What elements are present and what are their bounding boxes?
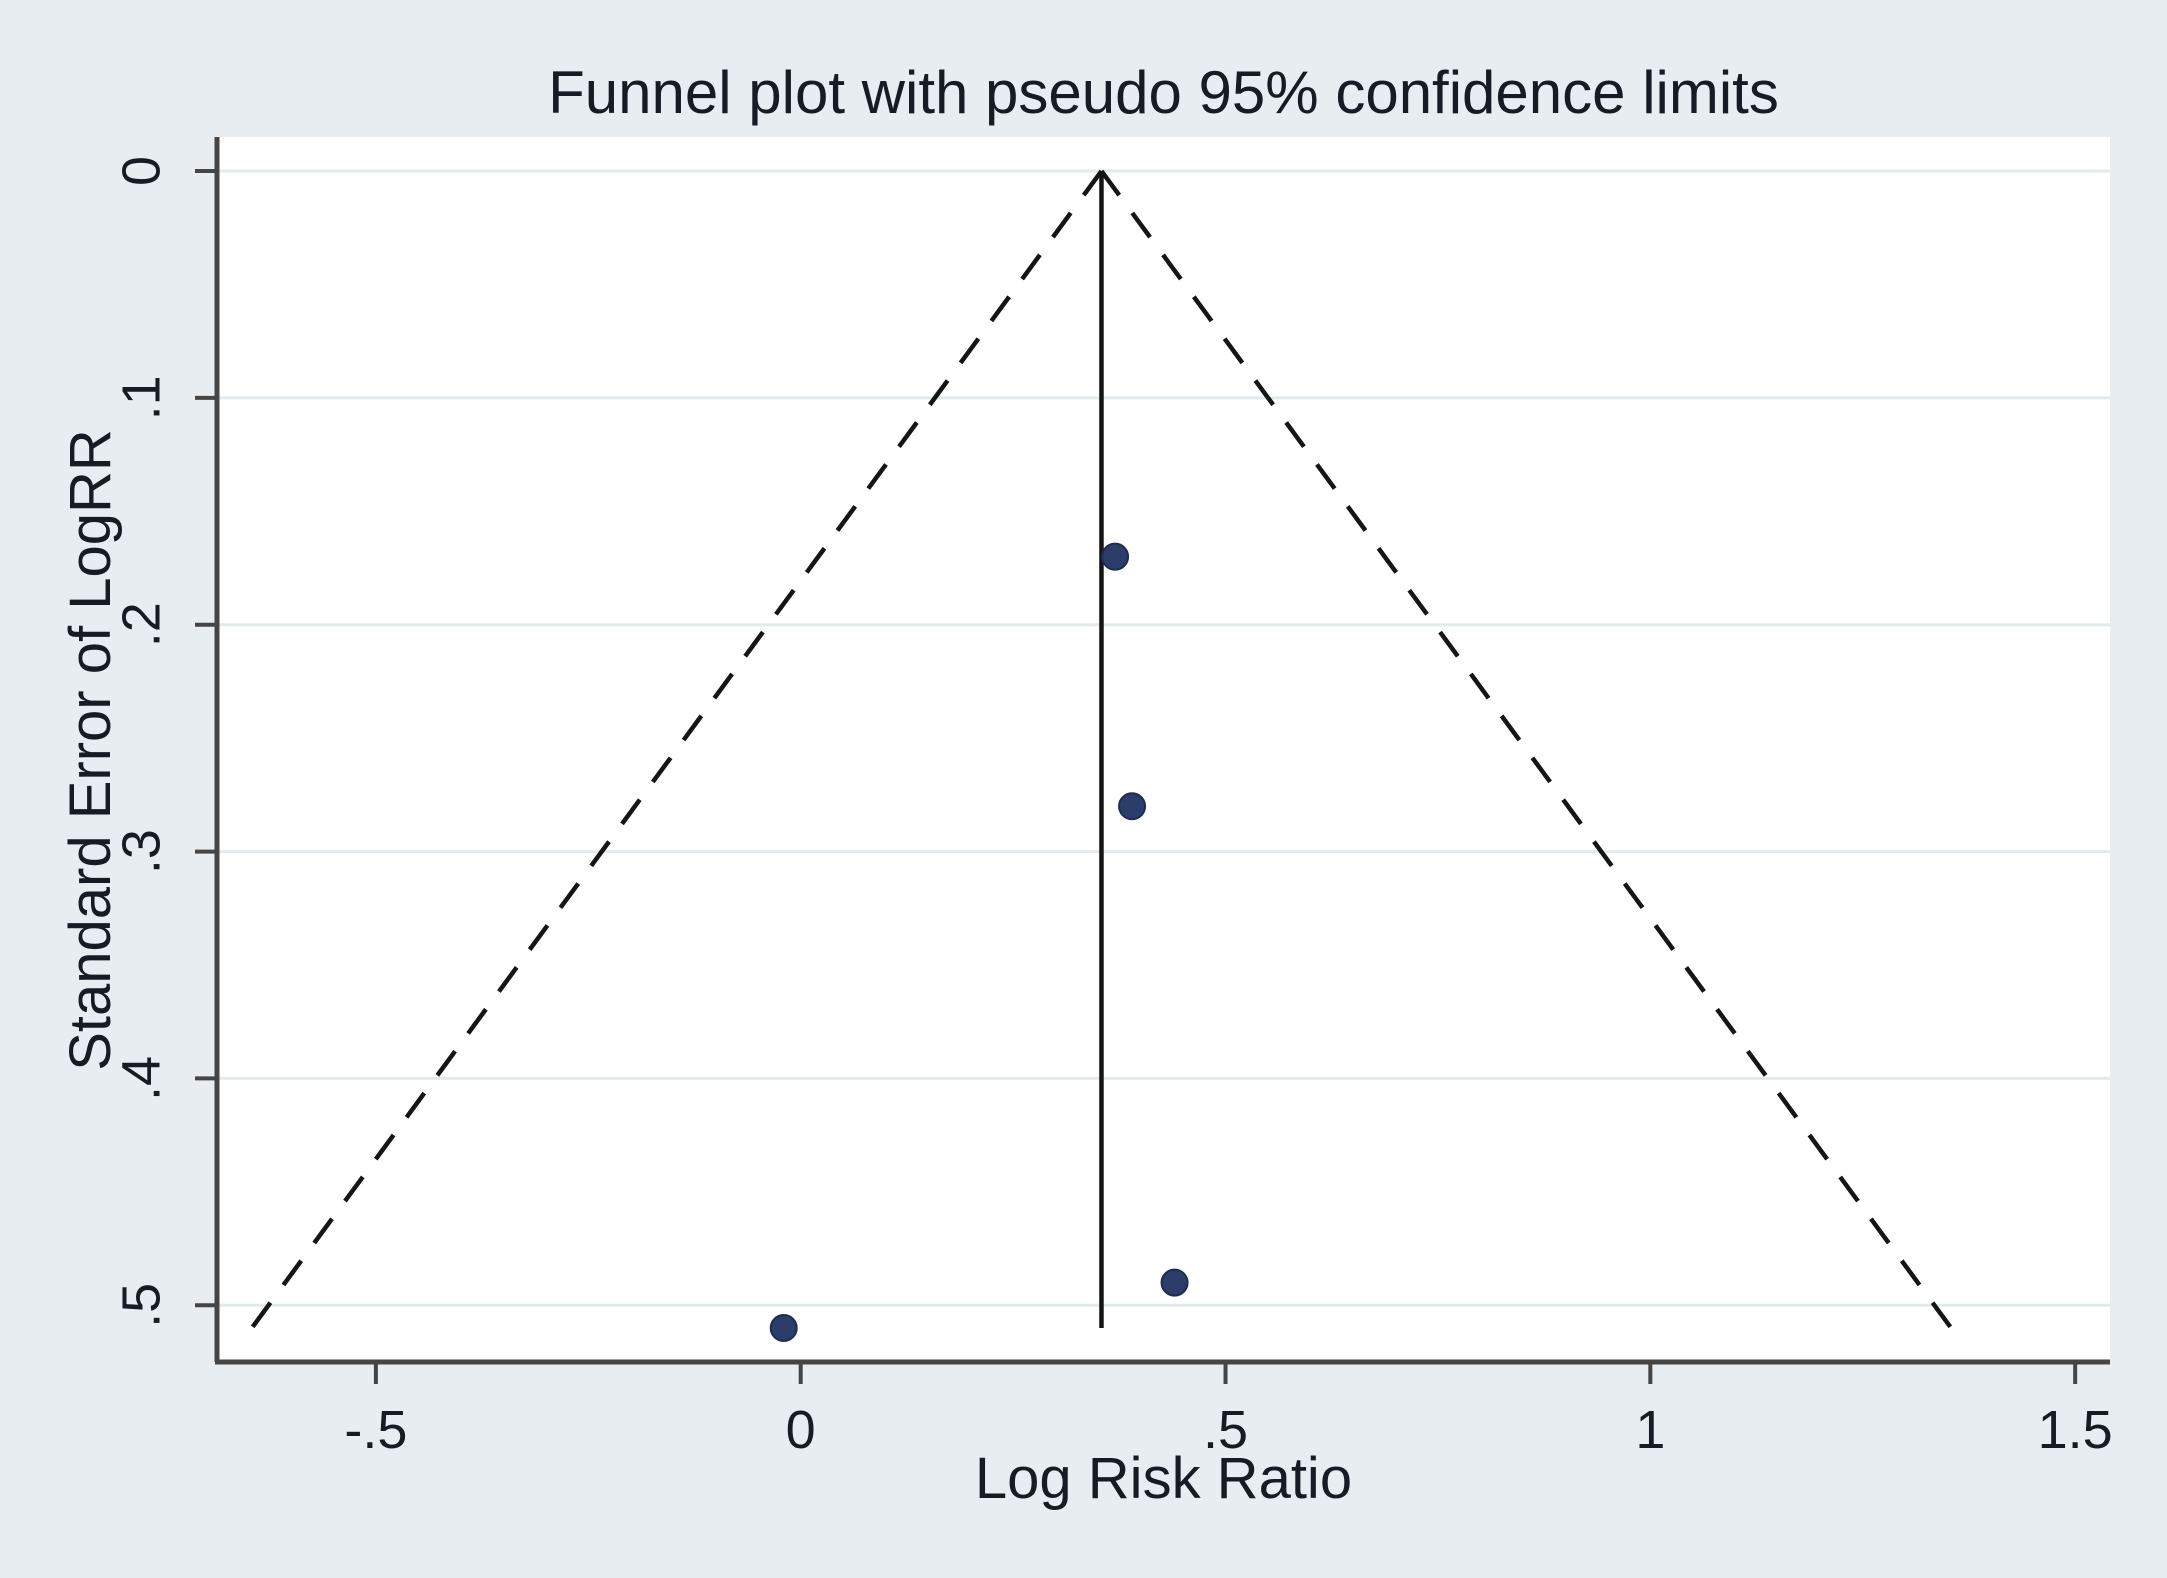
x-tick-label: 1.5 <box>2038 1400 2113 1460</box>
x-tick-label: 1 <box>1635 1400 1665 1460</box>
funnel-left-dashed-line <box>250 169 1104 1330</box>
study-point <box>1118 792 1147 821</box>
x-axis-label: Log Risk Ratio <box>974 1446 1353 1511</box>
y-tick-label: .5 <box>111 1283 171 1328</box>
x-tick-label: 0 <box>786 1400 816 1460</box>
y-axis-label: Standard Error of LogRR <box>58 429 123 1071</box>
chart-title: Funnel plot with pseudo 95% confidence l… <box>548 59 1779 126</box>
study-point <box>1101 542 1130 571</box>
funnel-right-dashed-line <box>1099 169 1953 1330</box>
y-tick-label: .3 <box>111 829 171 874</box>
y-tick-label: .1 <box>111 375 171 420</box>
y-tick-label: 0 <box>111 156 171 186</box>
y-tick-label: .4 <box>111 1056 171 1101</box>
x-tick-label: .5 <box>1203 1400 1248 1460</box>
study-point <box>1160 1268 1189 1297</box>
study-point <box>769 1313 798 1342</box>
x-tick-label: -.5 <box>344 1400 407 1460</box>
plot-area-background <box>217 137 2110 1362</box>
y-tick-label: .2 <box>111 602 171 647</box>
